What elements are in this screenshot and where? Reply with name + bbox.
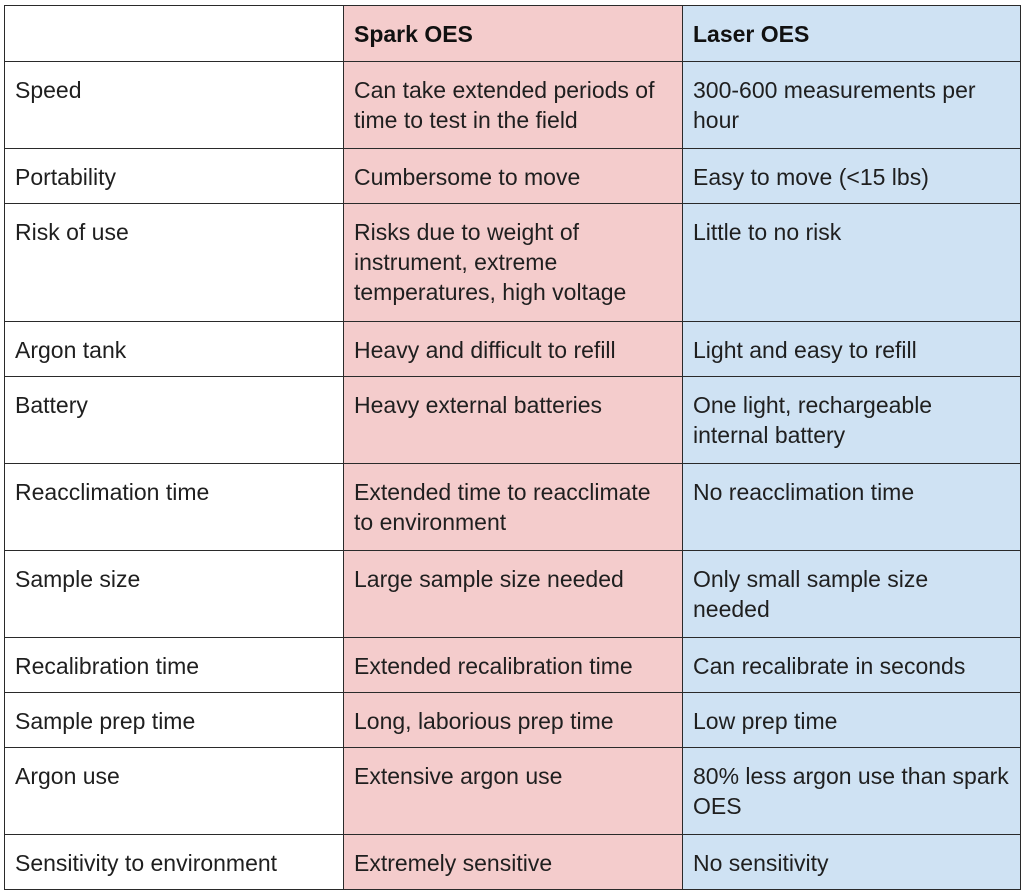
- spark-cell: Cumbersome to move: [343, 148, 683, 204]
- laser-cell: Low prep time: [682, 692, 1021, 748]
- laser-cell: 300-600 measurements per hour: [682, 61, 1021, 149]
- table-row: Reacclimation time Extended time to reac…: [4, 463, 1021, 551]
- feature-cell: Reacclimation time: [4, 463, 344, 551]
- feature-cell: Battery: [4, 376, 344, 464]
- spark-cell: Extremely sensitive: [343, 834, 683, 890]
- table-row: Sensitivity to environment Extremely sen…: [4, 834, 1021, 890]
- table-row: Argon tank Heavy and difficult to refill…: [4, 321, 1021, 377]
- laser-cell: One light, rechargeable internal battery: [682, 376, 1021, 464]
- spark-cell: Can take extended periods of time to tes…: [343, 61, 683, 149]
- spark-cell: Heavy and difficult to refill: [343, 321, 683, 377]
- table-row: Sample prep time Long, laborious prep ti…: [4, 692, 1021, 748]
- laser-cell: No sensitivity: [682, 834, 1021, 890]
- header-laser-oes: Laser OES: [682, 5, 1021, 62]
- table-row: Speed Can take extended periods of time …: [4, 61, 1021, 149]
- laser-cell: Little to no risk: [682, 203, 1021, 322]
- feature-cell: Portability: [4, 148, 344, 204]
- spark-cell: Extended recalibration time: [343, 637, 683, 693]
- feature-cell: Argon use: [4, 747, 344, 835]
- feature-cell: Sample size: [4, 550, 344, 638]
- spark-cell: Extended time to reacclimate to environm…: [343, 463, 683, 551]
- feature-cell: Sensitivity to environment: [4, 834, 344, 890]
- table-row: Argon use Extensive argon use 80% less a…: [4, 747, 1021, 835]
- laser-cell: Can recalibrate in seconds: [682, 637, 1021, 693]
- laser-cell: Easy to move (<15 lbs): [682, 148, 1021, 204]
- table-row: Recalibration time Extended recalibratio…: [4, 637, 1021, 693]
- table-header-row: Spark OES Laser OES: [4, 5, 1021, 62]
- feature-cell: Argon tank: [4, 321, 344, 377]
- spark-cell: Heavy external batteries: [343, 376, 683, 464]
- table-row: Battery Heavy external batteries One lig…: [4, 376, 1021, 464]
- table-row: Portability Cumbersome to move Easy to m…: [4, 148, 1021, 204]
- spark-cell: Large sample size needed: [343, 550, 683, 638]
- laser-cell: Only small sample size needed: [682, 550, 1021, 638]
- feature-cell: Recalibration time: [4, 637, 344, 693]
- laser-cell: Light and easy to refill: [682, 321, 1021, 377]
- header-feature: [4, 5, 344, 62]
- comparison-table: Spark OES Laser OES Speed Can take exten…: [4, 5, 1021, 890]
- laser-cell: No reacclimation time: [682, 463, 1021, 551]
- table-row: Sample size Large sample size needed Onl…: [4, 550, 1021, 638]
- feature-cell: Speed: [4, 61, 344, 149]
- feature-cell: Risk of use: [4, 203, 344, 322]
- laser-cell: 80% less argon use than spark OES: [682, 747, 1021, 835]
- header-spark-oes: Spark OES: [343, 5, 683, 62]
- spark-cell: Risks due to weight of instrument, extre…: [343, 203, 683, 322]
- spark-cell: Extensive argon use: [343, 747, 683, 835]
- feature-cell: Sample prep time: [4, 692, 344, 748]
- table-row: Risk of use Risks due to weight of instr…: [4, 203, 1021, 322]
- spark-cell: Long, laborious prep time: [343, 692, 683, 748]
